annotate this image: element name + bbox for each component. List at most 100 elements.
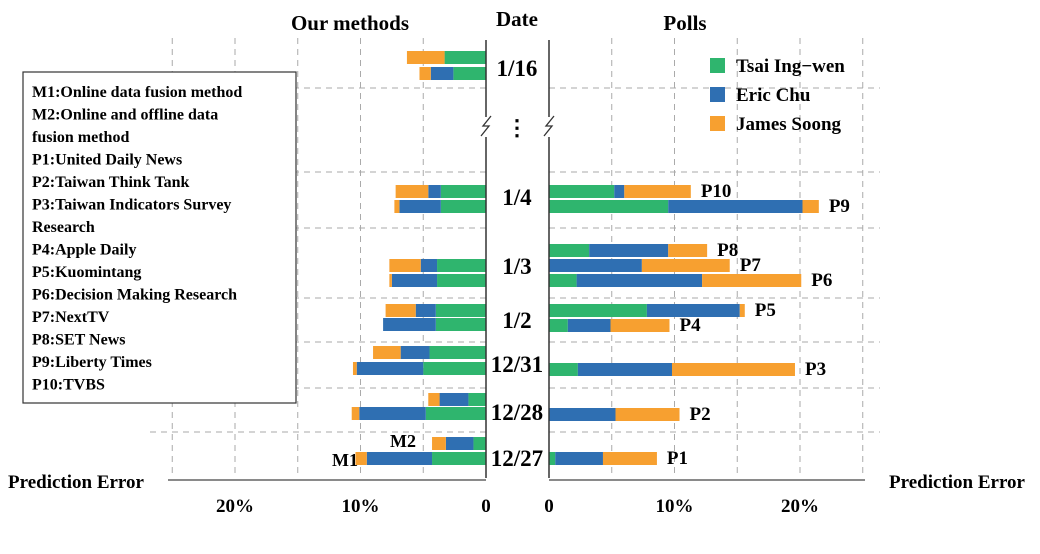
source-item: Research: [32, 219, 95, 236]
bar-m2-seg-2: [373, 346, 401, 359]
method-label-m1: M1: [332, 450, 358, 470]
bar-m1-seg-0: [453, 67, 486, 80]
legend-label: Eric Chu: [736, 85, 811, 106]
bar-m1-seg-1: [391, 274, 438, 287]
source-item: P9:Liberty Times: [32, 354, 152, 371]
bar-m2-seg-0: [435, 304, 486, 317]
bar-m2-seg-0: [473, 437, 486, 450]
method-label-m2: M2: [390, 431, 416, 451]
gap-marker: ⋮: [506, 115, 528, 140]
poll-label: P1: [667, 448, 688, 469]
bar-m1-seg-2: [389, 274, 392, 287]
legend-label: James Soong: [736, 114, 842, 135]
source-item: P2:Taiwan Think Tank: [32, 174, 190, 191]
bar-m2-seg-1: [445, 437, 474, 450]
legend-swatch: [710, 116, 725, 131]
tick-label-left: 20%: [216, 496, 254, 517]
date-label: 12/31: [491, 352, 543, 377]
right-panel-title: Polls: [663, 11, 706, 35]
tick-label-left: 0: [481, 496, 491, 517]
bar-m2-seg-2: [406, 51, 445, 64]
source-item: P8:SET News: [32, 332, 126, 349]
bar-p9-seg-2: [802, 200, 819, 213]
date-label: 12/28: [491, 400, 543, 425]
bar-m1-seg-1: [359, 407, 426, 420]
bar-m2-seg-2: [432, 437, 446, 450]
bar-m1-seg-2: [394, 200, 400, 213]
bar-m2-seg-0: [444, 51, 486, 64]
axis-break-left-icon: [480, 115, 492, 137]
bar-p8-seg-1: [589, 244, 669, 257]
bar-m1-seg-1: [430, 67, 454, 80]
poll-label: P6: [811, 270, 832, 291]
bar-m1-seg-0: [435, 318, 486, 331]
date-label: 1/2: [502, 308, 531, 333]
bar-p9-seg-1: [668, 200, 803, 213]
source-item: P10:TVBS: [32, 377, 105, 394]
bar-m1-seg-0: [423, 362, 486, 375]
legend-label: Tsai Ing−wen: [736, 56, 845, 77]
bar-m2-seg-1: [420, 259, 438, 272]
bar-p7-seg-2: [641, 259, 730, 272]
poll-label: P4: [679, 315, 701, 336]
bar-p5-seg-0: [549, 304, 647, 317]
bar-p1-seg-0: [549, 452, 556, 465]
tick-label-right: 0: [544, 496, 554, 517]
date-labels: 1/16 1/4 1/3 1/2 12/31 12/28 12/27: [491, 56, 543, 471]
bar-m1-seg-2: [351, 407, 360, 420]
bar-p7-seg-1: [549, 259, 642, 272]
bar-p3-seg-2: [671, 363, 795, 376]
axis-break-right-icon: [543, 115, 555, 137]
bar-m2-seg-1: [400, 346, 430, 359]
center-panel-title: Date: [496, 7, 538, 31]
tick-label-left: 10%: [342, 496, 380, 517]
bar-p4-seg-2: [610, 319, 670, 332]
bar-m1-seg-1: [366, 452, 433, 465]
bar-m2-seg-0: [429, 346, 486, 359]
axis-break-left-gap: [478, 117, 494, 137]
bar-m2-seg-2: [385, 304, 416, 317]
poll-label: P9: [829, 196, 850, 217]
bars: [351, 51, 819, 465]
bar-m1-seg-2: [419, 67, 431, 80]
bar-p8-seg-2: [668, 244, 708, 257]
bar-m2-seg-0: [468, 393, 486, 406]
source-legend-box: [22, 71, 297, 404]
tick-label-right: 20%: [781, 496, 819, 517]
bar-p8-seg-0: [549, 244, 590, 257]
bar-p2-seg-1: [549, 408, 616, 421]
tick-labels: 20% 10% 0 0 10% 20%: [216, 496, 819, 517]
date-label: 1/4: [502, 185, 532, 210]
bar-m1-seg-0: [432, 452, 486, 465]
source-item: P6:Decision Making Research: [32, 287, 237, 304]
bar-m1-seg-1: [399, 200, 441, 213]
color-legend: Tsai Ing−wen Eric Chu James Soong: [710, 56, 845, 135]
bar-m1-seg-2: [355, 452, 367, 465]
poll-label: P7: [740, 255, 762, 276]
bar-m1-seg-1: [383, 318, 436, 331]
source-item: M1:Online data fusion method: [32, 84, 242, 101]
date-label: 1/3: [502, 254, 531, 279]
source-item: P3:Taiwan Indicators Survey: [32, 197, 231, 214]
source-item: P4:Apple Daily: [32, 242, 136, 259]
bar-p2-seg-2: [615, 408, 680, 421]
bar-m2-seg-2: [428, 393, 440, 406]
bar-m2-seg-1: [439, 393, 469, 406]
bar-m2-seg-2: [395, 185, 429, 198]
left-panel-title: Our methods: [291, 11, 409, 35]
bar-m2-seg-0: [440, 185, 486, 198]
source-item: P5:Kuomintang: [32, 264, 141, 281]
right-axis-label: Prediction Error: [889, 472, 1026, 493]
source-item: fusion method: [32, 129, 129, 146]
poll-label: P5: [755, 300, 776, 321]
bar-m1-seg-2: [352, 362, 357, 375]
bar-p5-seg-1: [646, 304, 740, 317]
date-label: 12/27: [491, 446, 543, 471]
poll-label: P8: [717, 240, 738, 261]
bar-p5-seg-2: [739, 304, 745, 317]
bar-m2-seg-1: [415, 304, 436, 317]
bar-p1-seg-2: [602, 452, 657, 465]
bar-p10-seg-2: [624, 185, 691, 198]
